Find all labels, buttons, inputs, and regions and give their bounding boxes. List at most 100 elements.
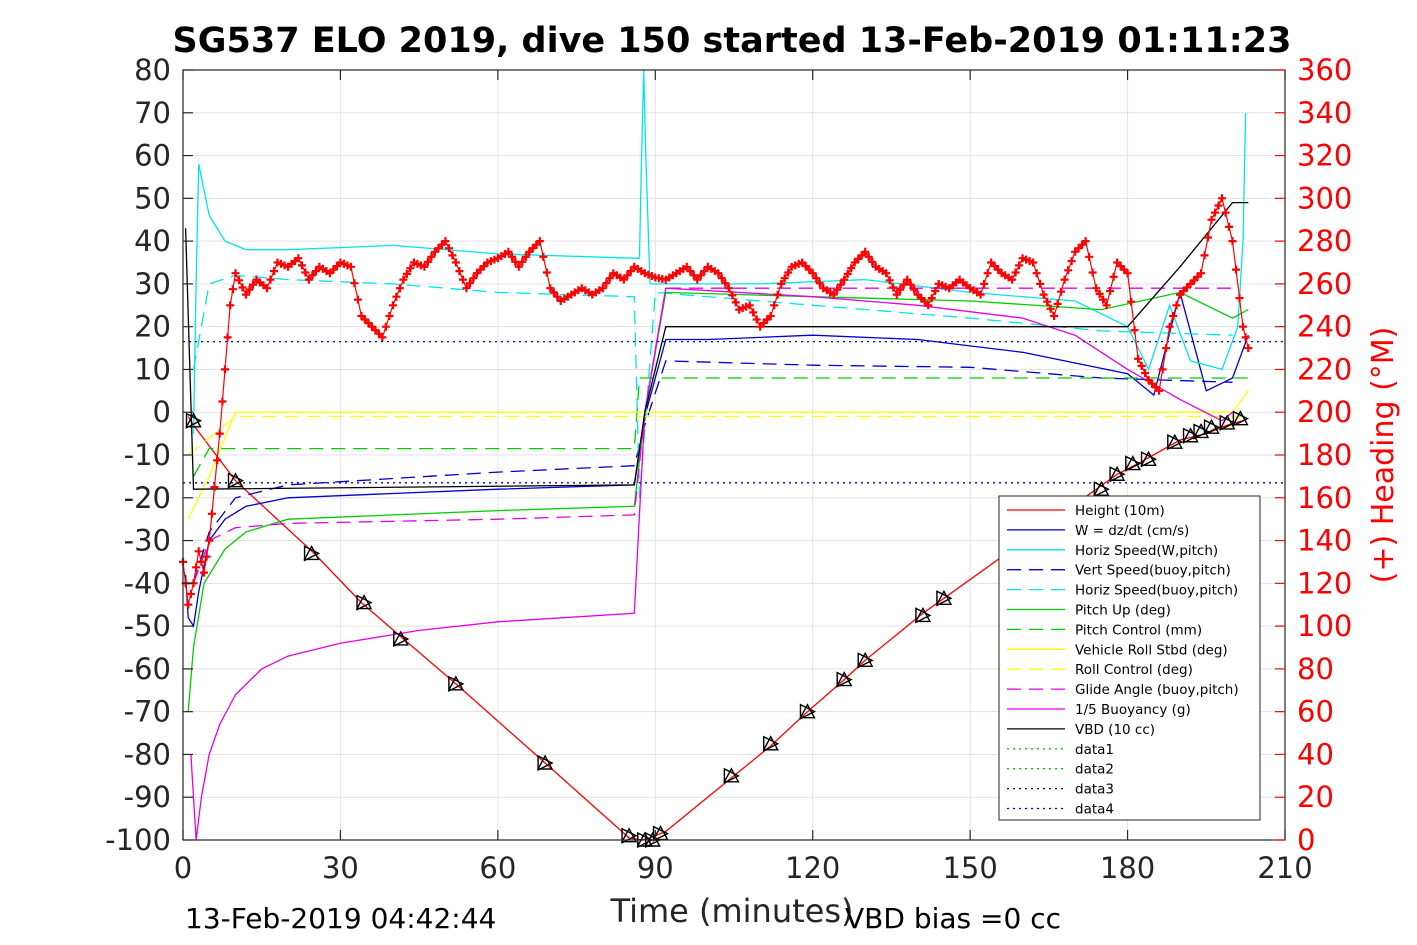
y-right-tick-label: 60 <box>1297 695 1334 729</box>
y-left-tick-label: -30 <box>124 524 171 558</box>
series-line-8 <box>187 415 1249 456</box>
height-marker <box>857 651 874 669</box>
legend-entry: Height (10m) <box>1075 503 1165 519</box>
y-right-tick-label: 140 <box>1297 524 1352 558</box>
x-tick-label: 180 <box>1100 851 1155 885</box>
legend-entry: Glide Angle (buoy,pitch) <box>1075 682 1239 698</box>
legend-entry: Vert Speed(buoy,pitch) <box>1075 563 1231 579</box>
height-marker <box>447 675 465 692</box>
y-left-tick-label: 60 <box>134 139 171 173</box>
y-left-tick-label: -100 <box>105 823 171 857</box>
x-tick-label: 120 <box>785 851 840 885</box>
series-line-6 <box>192 377 1249 477</box>
legend-entry: Horiz Speed(buoy,pitch) <box>1075 583 1238 599</box>
y-left-tick-label: 80 <box>134 53 171 87</box>
y-left-tick-label: 10 <box>134 352 171 386</box>
x-axis-label: Time (minutes) <box>610 892 854 930</box>
height-marker <box>1140 450 1158 468</box>
height-marker <box>185 412 203 429</box>
height-marker <box>355 594 373 611</box>
height-marker <box>935 589 953 607</box>
height-marker <box>620 827 638 844</box>
y-left-tick-label: -40 <box>124 566 171 600</box>
y-right-tick-label: 100 <box>1297 609 1352 643</box>
legend-entry: Horiz Speed(W,pitch) <box>1075 543 1218 559</box>
series-line-11 <box>184 201 1249 490</box>
height-marker <box>303 544 321 562</box>
height-marker <box>914 606 932 624</box>
y-left-tick-label: -60 <box>124 652 171 686</box>
y-left-tick-label: 70 <box>134 96 171 130</box>
right-y-axis-label: (+) Heading (°M) <box>1366 327 1401 584</box>
legend-entry: Pitch Up (deg) <box>1075 603 1171 619</box>
height-marker <box>1166 433 1184 451</box>
legend-entry: data2 <box>1075 762 1114 778</box>
x-tick-label: 210 <box>1257 851 1312 885</box>
legend-entry: Pitch Control (mm) <box>1075 622 1202 638</box>
y-left-tick-label: 0 <box>153 395 171 429</box>
height-marker <box>392 630 410 648</box>
y-right-tick-label: 200 <box>1297 395 1352 429</box>
y-left-tick-label: 50 <box>134 181 171 215</box>
chart-title: SG537 ELO 2019, dive 150 started 13-Feb-… <box>173 21 1292 61</box>
y-right-tick-label: 80 <box>1297 652 1334 686</box>
x-tick-label: 30 <box>322 851 359 885</box>
legend-entry: data1 <box>1075 742 1114 758</box>
x-tick-label: 60 <box>479 851 516 885</box>
y-right-tick-label: 0 <box>1297 823 1315 857</box>
height-marker <box>799 703 817 720</box>
y-left-tick-label: -70 <box>124 695 171 729</box>
y-left-tick-label: 20 <box>134 310 171 344</box>
footer-timestamp: 13-Feb-2019 04:42:44 <box>185 902 496 935</box>
series-line-2 <box>192 69 1247 434</box>
series-line-5 <box>187 291 1249 712</box>
y-left-tick-label: 30 <box>134 267 171 301</box>
x-tick-label: 150 <box>942 851 997 885</box>
y-left-tick-label: 40 <box>134 224 171 258</box>
legend: Height (10m) W = dz/dt (cm/s) Horiz Speed(… <box>998 495 1261 821</box>
x-tick-label: 0 <box>174 851 192 885</box>
height-marker <box>836 671 853 688</box>
y-right-tick-label: 40 <box>1297 737 1334 771</box>
y-right-tick-label: 20 <box>1297 780 1334 814</box>
height-marker <box>1124 455 1142 472</box>
series-line-9 <box>192 287 1233 584</box>
height-marker <box>536 754 554 772</box>
height-marker <box>1219 414 1236 432</box>
series-line-10 <box>190 287 1233 841</box>
y-left-tick-label: -10 <box>124 438 171 472</box>
y-right-tick-label: 360 <box>1297 53 1352 87</box>
height-marker <box>1232 410 1249 427</box>
height-marker <box>1093 480 1110 498</box>
axis-ticks: 0 30 60 90 120 150 180 210-100-90-80-70-60-50-4… <box>105 53 1352 885</box>
legend-entry: data3 <box>1075 782 1114 798</box>
footer-vbd-bias: VBD bias =0 cc <box>845 902 1061 935</box>
y-left-tick-label: -80 <box>124 737 171 771</box>
height-markers <box>185 410 1249 849</box>
series-line-0 <box>187 416 1244 841</box>
legend-entry: VBD (10 cc) <box>1075 722 1155 738</box>
legend-entry: 1/5 Buoyancy (g) <box>1075 702 1191 718</box>
height-marker <box>1203 418 1221 436</box>
y-left-tick-label: -50 <box>124 609 171 643</box>
series-line-3 <box>192 360 1233 584</box>
y-right-tick-label: 240 <box>1297 310 1352 344</box>
y-right-tick-label: 160 <box>1297 481 1352 515</box>
legend-entry: Roll Control (deg) <box>1075 662 1193 678</box>
legend-entry: data4 <box>1075 802 1114 818</box>
y-right-tick-label: 340 <box>1297 96 1352 130</box>
legend-entry: W = dz/dt (cm/s) <box>1075 523 1189 539</box>
y-left-tick-label: -20 <box>124 481 171 515</box>
legend-entry: Vehicle Roll Stbd (deg) <box>1075 642 1228 658</box>
y-right-tick-label: 180 <box>1297 438 1352 472</box>
y-right-tick-label: 280 <box>1297 224 1352 258</box>
y-right-tick-label: 220 <box>1297 352 1352 386</box>
y-right-tick-label: 260 <box>1297 267 1352 301</box>
height-marker <box>1108 465 1126 483</box>
y-right-tick-label: 120 <box>1297 566 1352 600</box>
y-right-tick-label: 320 <box>1297 139 1352 173</box>
y-right-tick-label: 300 <box>1297 181 1352 215</box>
height-marker <box>227 472 245 489</box>
x-tick-label: 90 <box>637 851 674 885</box>
